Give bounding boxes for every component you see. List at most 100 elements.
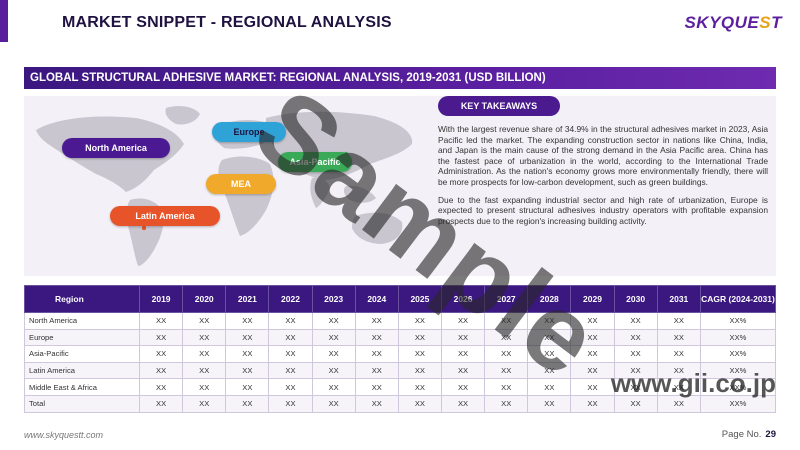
table-cell: XX (311, 394, 356, 413)
table-cell: XX (484, 394, 529, 413)
table-cell: XX% (700, 361, 776, 380)
header-year: 2023 (311, 285, 356, 313)
table-cell: XX (268, 394, 313, 413)
page-title: MARKET SNIPPET - REGIONAL ANALYSIS (62, 14, 392, 31)
table-cell: XX (397, 378, 442, 396)
table-cell: XX (440, 345, 486, 363)
table-cell: XX (311, 328, 356, 347)
table-cell: XX% (700, 328, 776, 347)
table-row: Asia-Pacific XX XX XX XX XX XX XX XX XX XX XX XX XX XX… (24, 345, 776, 363)
table-cell: XX (570, 328, 615, 347)
header-year: 2026 (440, 285, 486, 313)
table-cell: XX (354, 345, 399, 363)
table-cell: XX (397, 328, 442, 347)
header-year: 2022 (268, 285, 313, 313)
table-cell-region: Latin America (24, 361, 140, 380)
label-europe: Europe (212, 122, 286, 142)
page-number-label: Page No. (721, 429, 762, 440)
pin-latin-america (141, 225, 147, 231)
table-cell: XX (656, 378, 702, 396)
table-cell: XX (484, 328, 529, 347)
takeaway-paragraph-1: With the largest revenue share of 34.9% … (438, 124, 768, 187)
logo-text-main: SKYQUE (684, 13, 760, 32)
table-cell: XX (138, 378, 184, 396)
table-cell: XX (268, 312, 313, 330)
header-region: Region (24, 285, 140, 313)
table-cell: XX (354, 328, 399, 347)
page-number-value: 29 (765, 429, 776, 440)
table-cell: XX (613, 345, 658, 363)
header-year: 2025 (397, 285, 442, 313)
table-cell: XX (484, 312, 529, 330)
table-cell: XX% (700, 394, 776, 413)
table-cell: XX (613, 361, 658, 380)
table-cell: XX (440, 312, 486, 330)
footer-website: www.skyquestt.com (24, 430, 104, 440)
table-cell: XX (138, 394, 184, 413)
table-cell: XX (311, 345, 356, 363)
label-latin-america: Latin America (110, 206, 220, 226)
table-cell: XX (311, 312, 356, 330)
table-cell-region: Middle East & Africa (24, 378, 140, 396)
map-africa (218, 156, 274, 236)
table-cell: XX (354, 378, 399, 396)
table-cell: XX (527, 345, 572, 363)
table-cell: XX% (700, 345, 776, 363)
table-cell: XX (527, 312, 572, 330)
table-cell: XX (354, 361, 399, 380)
table-cell: XX (354, 394, 399, 413)
table-cell: XX (656, 345, 702, 363)
table-cell: XX (613, 378, 658, 396)
table-cell: XX (656, 312, 702, 330)
table-cell: XX (268, 328, 313, 347)
table-cell: XX (570, 312, 615, 330)
map-australia (352, 212, 403, 244)
table-cell: XX% (700, 312, 776, 330)
table-cell: XX (527, 378, 572, 396)
table-cell: XX (440, 378, 486, 396)
table-cell-region: North America (24, 312, 140, 330)
key-takeaways-heading: KEY TAKEAWAYS (438, 96, 560, 116)
header-year: 2020 (182, 285, 227, 313)
table-cell: XX (354, 312, 399, 330)
table-row: North America XX XX XX XX XX XX XX XX XX XX XX XX XX X… (24, 312, 776, 330)
table-cell: XX (311, 378, 356, 396)
header-year: 2019 (138, 285, 184, 313)
table-header-row: Region 2019 2020 2021 2022 2023 2024 202… (24, 285, 776, 313)
map-greenland (165, 106, 200, 125)
takeaway-paragraph-2: Due to the fast expanding industrial sec… (438, 194, 768, 226)
table-cell: XX (570, 378, 615, 396)
table-cell: XX (613, 328, 658, 347)
table-cell: XX (613, 312, 658, 330)
table-body: North America XX XX XX XX XX XX XX XX XX XX XX XX XX X… (24, 312, 776, 413)
page-number: Page No. 29 (722, 429, 776, 440)
table-cell: XX (484, 345, 529, 363)
table-cell: XX (570, 394, 615, 413)
table-cell: XX (182, 328, 227, 347)
table-cell: XX (484, 378, 529, 396)
table-row: Middle East & Africa XX XX XX XX XX XX XX XX XX XX… (24, 378, 776, 396)
table-cell: XX (138, 361, 184, 380)
section-banner: GLOBAL STRUCTURAL ADHESIVE MARKET: REGIO… (24, 67, 776, 89)
table-cell: XX (225, 312, 270, 330)
table-cell: XX (182, 345, 227, 363)
table-cell-region: Asia-Pacific (24, 345, 140, 363)
header-year: 2029 (570, 285, 615, 313)
map-se-asia (343, 185, 376, 203)
header-year: 2028 (527, 285, 572, 313)
table-cell: XX (570, 361, 615, 380)
table-cell: XX (138, 312, 184, 330)
table-cell: XX (138, 328, 184, 347)
table-cell: XX (268, 361, 313, 380)
header-year: 2021 (225, 285, 270, 313)
table-cell: XX (182, 394, 227, 413)
label-asia-pacific: Asia-Pacific (278, 152, 352, 172)
table-row: Total XX XX XX XX XX XX XX XX XX XX XX XX XX XX% (24, 394, 776, 413)
table-cell: XX (225, 328, 270, 347)
key-takeaways-text: With the largest revenue share of 34.9% … (438, 124, 768, 233)
logo-letter-s: S (759, 13, 772, 32)
table-cell: XX (138, 345, 184, 363)
regional-data-table: Region 2019 2020 2021 2022 2023 2024 202… (24, 285, 776, 413)
header-year: 2024 (354, 285, 399, 313)
